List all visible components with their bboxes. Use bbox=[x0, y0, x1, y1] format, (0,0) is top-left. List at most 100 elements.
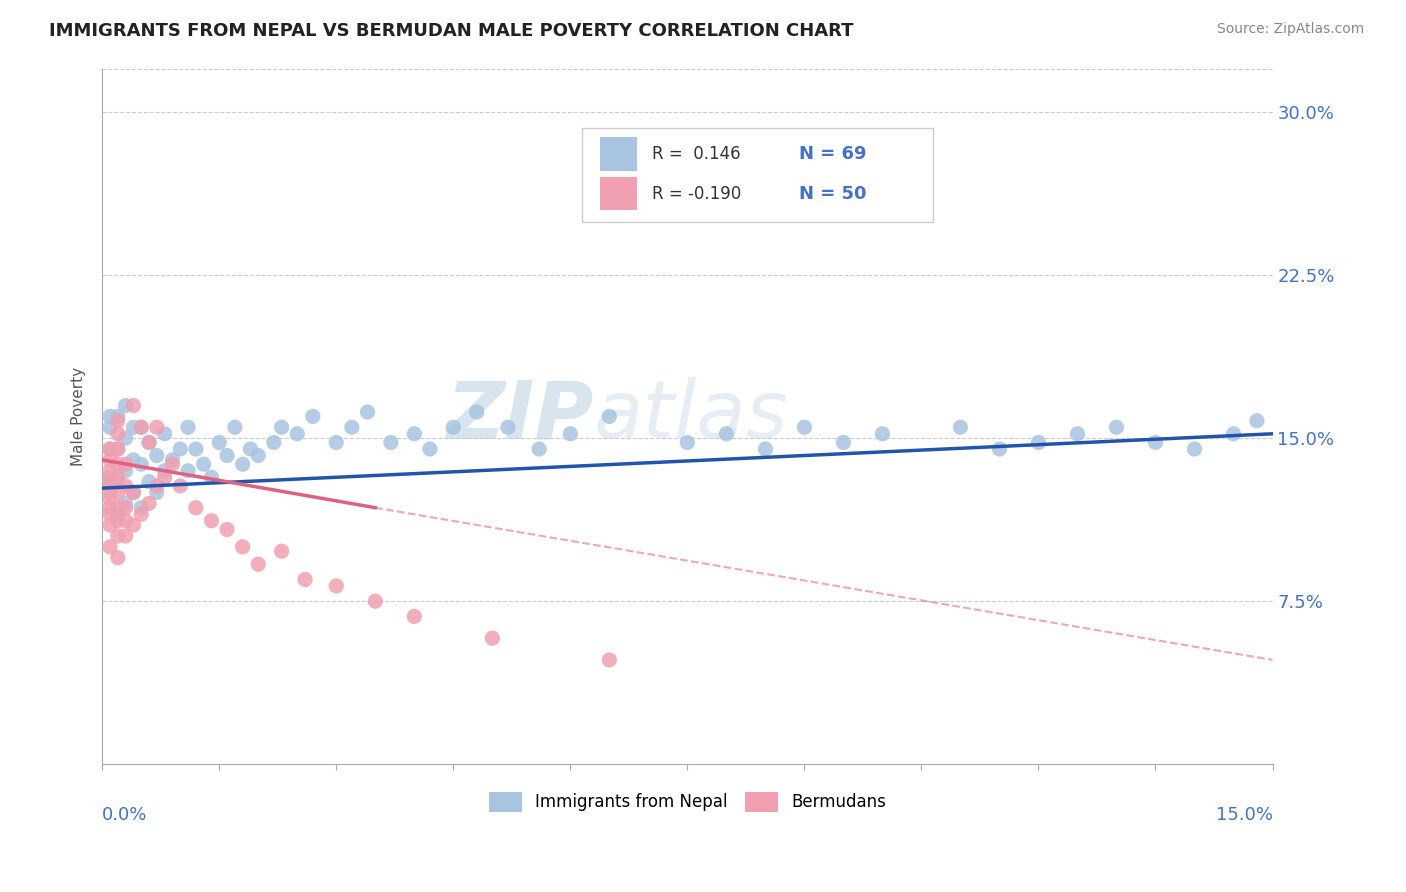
Point bbox=[247, 449, 270, 463]
Point bbox=[122, 485, 145, 500]
Point bbox=[122, 420, 145, 434]
Point bbox=[107, 485, 129, 500]
Point bbox=[98, 409, 121, 424]
Bar bbox=[599, 177, 637, 211]
Point bbox=[263, 435, 285, 450]
Point bbox=[114, 464, 136, 478]
Point bbox=[294, 573, 316, 587]
Point bbox=[98, 540, 121, 554]
Point bbox=[107, 507, 129, 521]
Point bbox=[98, 507, 121, 521]
Point bbox=[404, 609, 426, 624]
Legend: Immigrants from Nepal, Bermudans: Immigrants from Nepal, Bermudans bbox=[482, 785, 893, 819]
Point bbox=[215, 449, 238, 463]
Point bbox=[129, 507, 152, 521]
Point bbox=[356, 405, 378, 419]
Point bbox=[153, 470, 176, 484]
Text: N = 69: N = 69 bbox=[799, 145, 866, 163]
Point bbox=[302, 409, 325, 424]
Point bbox=[98, 442, 121, 456]
Point bbox=[138, 475, 160, 489]
Point bbox=[98, 485, 121, 500]
Point bbox=[177, 420, 200, 434]
Point bbox=[107, 414, 129, 428]
Point bbox=[184, 442, 207, 456]
Point bbox=[1105, 420, 1128, 434]
Point bbox=[496, 420, 519, 434]
Point bbox=[114, 479, 136, 493]
Text: R = -0.190: R = -0.190 bbox=[652, 185, 741, 202]
Point bbox=[364, 594, 387, 608]
Point bbox=[107, 457, 129, 471]
Point bbox=[637, 181, 659, 195]
Point bbox=[754, 442, 776, 456]
Point bbox=[200, 470, 222, 484]
Point bbox=[404, 426, 426, 441]
Text: IMMIGRANTS FROM NEPAL VS BERMUDAN MALE POVERTY CORRELATION CHART: IMMIGRANTS FROM NEPAL VS BERMUDAN MALE P… bbox=[49, 22, 853, 40]
Point bbox=[1222, 426, 1244, 441]
Point bbox=[146, 485, 169, 500]
Point bbox=[247, 558, 270, 572]
Point bbox=[107, 529, 129, 543]
Point bbox=[716, 426, 738, 441]
Point bbox=[325, 435, 347, 450]
Point bbox=[122, 485, 145, 500]
Point bbox=[98, 453, 121, 467]
Point bbox=[122, 399, 145, 413]
Point bbox=[114, 431, 136, 445]
Point bbox=[107, 470, 129, 484]
Point bbox=[138, 435, 160, 450]
Point bbox=[270, 420, 292, 434]
Text: 15.0%: 15.0% bbox=[1216, 806, 1272, 824]
Point bbox=[114, 500, 136, 515]
Point bbox=[465, 405, 488, 419]
Point bbox=[270, 544, 292, 558]
Text: N = 50: N = 50 bbox=[799, 185, 866, 202]
Point bbox=[146, 479, 169, 493]
Point bbox=[232, 457, 254, 471]
Point bbox=[1246, 414, 1268, 428]
Point bbox=[560, 426, 582, 441]
Y-axis label: Male Poverty: Male Poverty bbox=[72, 367, 86, 466]
Point bbox=[98, 518, 121, 533]
Text: Source: ZipAtlas.com: Source: ZipAtlas.com bbox=[1216, 22, 1364, 37]
Point bbox=[162, 457, 184, 471]
Point bbox=[98, 470, 121, 484]
Point bbox=[1144, 435, 1167, 450]
Point bbox=[138, 496, 160, 510]
Point bbox=[340, 420, 363, 434]
Point bbox=[598, 653, 620, 667]
Point bbox=[325, 579, 347, 593]
Point bbox=[239, 442, 262, 456]
Point bbox=[224, 420, 246, 434]
Point bbox=[1066, 426, 1088, 441]
Point bbox=[98, 420, 121, 434]
Point bbox=[208, 435, 231, 450]
Point bbox=[1028, 435, 1050, 450]
Text: atlas: atlas bbox=[593, 377, 789, 456]
Point bbox=[107, 475, 129, 489]
Point bbox=[98, 475, 121, 489]
Point bbox=[949, 420, 972, 434]
Point bbox=[793, 420, 815, 434]
Point bbox=[598, 409, 620, 424]
Point bbox=[98, 442, 121, 456]
Point bbox=[129, 457, 152, 471]
Bar bbox=[599, 137, 637, 170]
Point bbox=[200, 514, 222, 528]
Point bbox=[1184, 442, 1206, 456]
Point bbox=[169, 442, 191, 456]
Point bbox=[129, 420, 152, 434]
Point bbox=[122, 453, 145, 467]
Point bbox=[285, 426, 308, 441]
Point bbox=[177, 464, 200, 478]
Point bbox=[193, 457, 215, 471]
Point bbox=[832, 435, 855, 450]
Point bbox=[107, 409, 129, 424]
Point bbox=[98, 464, 121, 478]
Point bbox=[114, 496, 136, 510]
Point bbox=[107, 500, 129, 515]
Text: 0.0%: 0.0% bbox=[103, 806, 148, 824]
Point bbox=[232, 540, 254, 554]
Point bbox=[129, 420, 152, 434]
